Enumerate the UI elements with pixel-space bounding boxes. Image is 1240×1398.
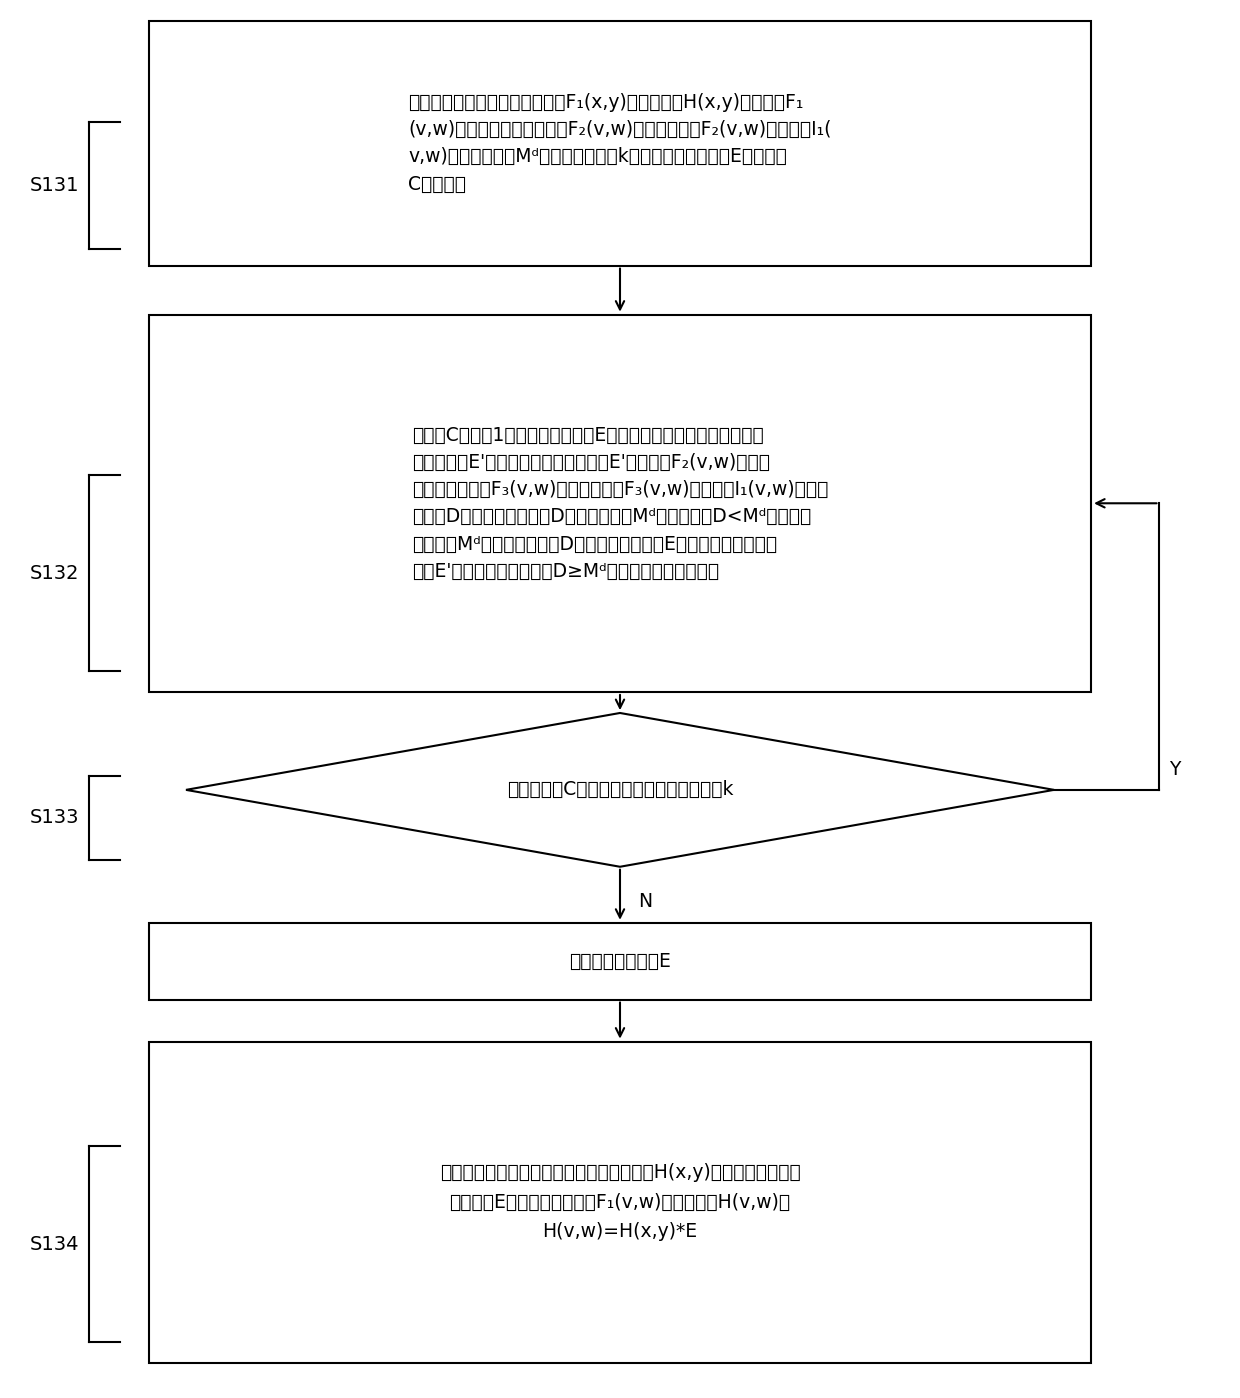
Text: 判断计数器C的值是否小于设定的迭代次数k: 判断计数器C的值是否小于设定的迭代次数k (507, 780, 733, 800)
FancyBboxPatch shape (149, 21, 1091, 266)
Polygon shape (186, 713, 1054, 867)
Text: 输出最优变换矩阵E: 输出最优变换矩阵E (569, 952, 671, 970)
Text: 计数器C的值加1，对最优变换矩阵E进行随机扰动变换，得到随机扰
动变换矩阵E'；使用随机扰动变换矩阵E'对子区域F₂(v,w)进行变
换，生成子区域F₃(v,w: 计数器C的值加1，对最优变换矩阵E进行随机扰动变换，得到随机扰 动变换矩阵E'；… (412, 425, 828, 582)
Text: Y: Y (1169, 759, 1180, 779)
Text: 根据已计算出单应矩阵的子区域的单应矩阵H(x,y)和所述输出的最优
变换矩阵E，计算相邻子区域F₁(v,w)的单应矩阵H(v,w)，
H(v,w)=H(x,y): 根据已计算出单应矩阵的子区域的单应矩阵H(x,y)和所述输出的最优 变换矩阵E，… (440, 1163, 800, 1241)
Text: S134: S134 (30, 1234, 79, 1254)
Text: S131: S131 (30, 176, 79, 196)
FancyBboxPatch shape (149, 315, 1091, 692)
Text: 根据已计算出单应矩阵的子区域F₁(x,y)的单应矩阵H(x,y)对子区域F₁
(v,w)进行变换，得到子区域F₂(v,w)，计算子区域F₂(v,w)及子区域I₁: 根据已计算出单应矩阵的子区域F₁(x,y)的单应矩阵H(x,y)对子区域F₁ (… (408, 92, 832, 194)
Text: S132: S132 (30, 563, 79, 583)
Text: N: N (639, 892, 652, 911)
Text: S133: S133 (30, 808, 79, 828)
FancyBboxPatch shape (149, 1042, 1091, 1363)
FancyBboxPatch shape (149, 923, 1091, 1000)
